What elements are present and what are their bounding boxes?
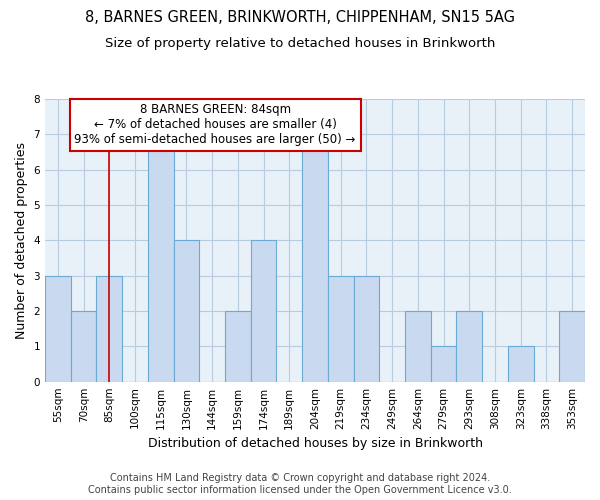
Bar <box>302 134 328 382</box>
Y-axis label: Number of detached properties: Number of detached properties <box>15 142 28 339</box>
Bar <box>405 311 431 382</box>
Bar <box>173 240 199 382</box>
X-axis label: Distribution of detached houses by size in Brinkworth: Distribution of detached houses by size … <box>148 437 482 450</box>
Text: Size of property relative to detached houses in Brinkworth: Size of property relative to detached ho… <box>105 38 495 51</box>
Bar <box>353 276 379 382</box>
Bar <box>97 276 122 382</box>
Bar <box>457 311 482 382</box>
Bar <box>148 134 173 382</box>
Bar <box>71 311 97 382</box>
Bar <box>251 240 277 382</box>
Bar <box>225 311 251 382</box>
Text: 8, BARNES GREEN, BRINKWORTH, CHIPPENHAM, SN15 5AG: 8, BARNES GREEN, BRINKWORTH, CHIPPENHAM,… <box>85 10 515 25</box>
Text: Contains HM Land Registry data © Crown copyright and database right 2024.
Contai: Contains HM Land Registry data © Crown c… <box>88 474 512 495</box>
Bar <box>431 346 457 382</box>
Bar <box>559 311 585 382</box>
Text: 8 BARNES GREEN: 84sqm
← 7% of detached houses are smaller (4)
93% of semi-detach: 8 BARNES GREEN: 84sqm ← 7% of detached h… <box>74 103 356 146</box>
Bar <box>508 346 533 382</box>
Bar <box>45 276 71 382</box>
Bar <box>328 276 353 382</box>
